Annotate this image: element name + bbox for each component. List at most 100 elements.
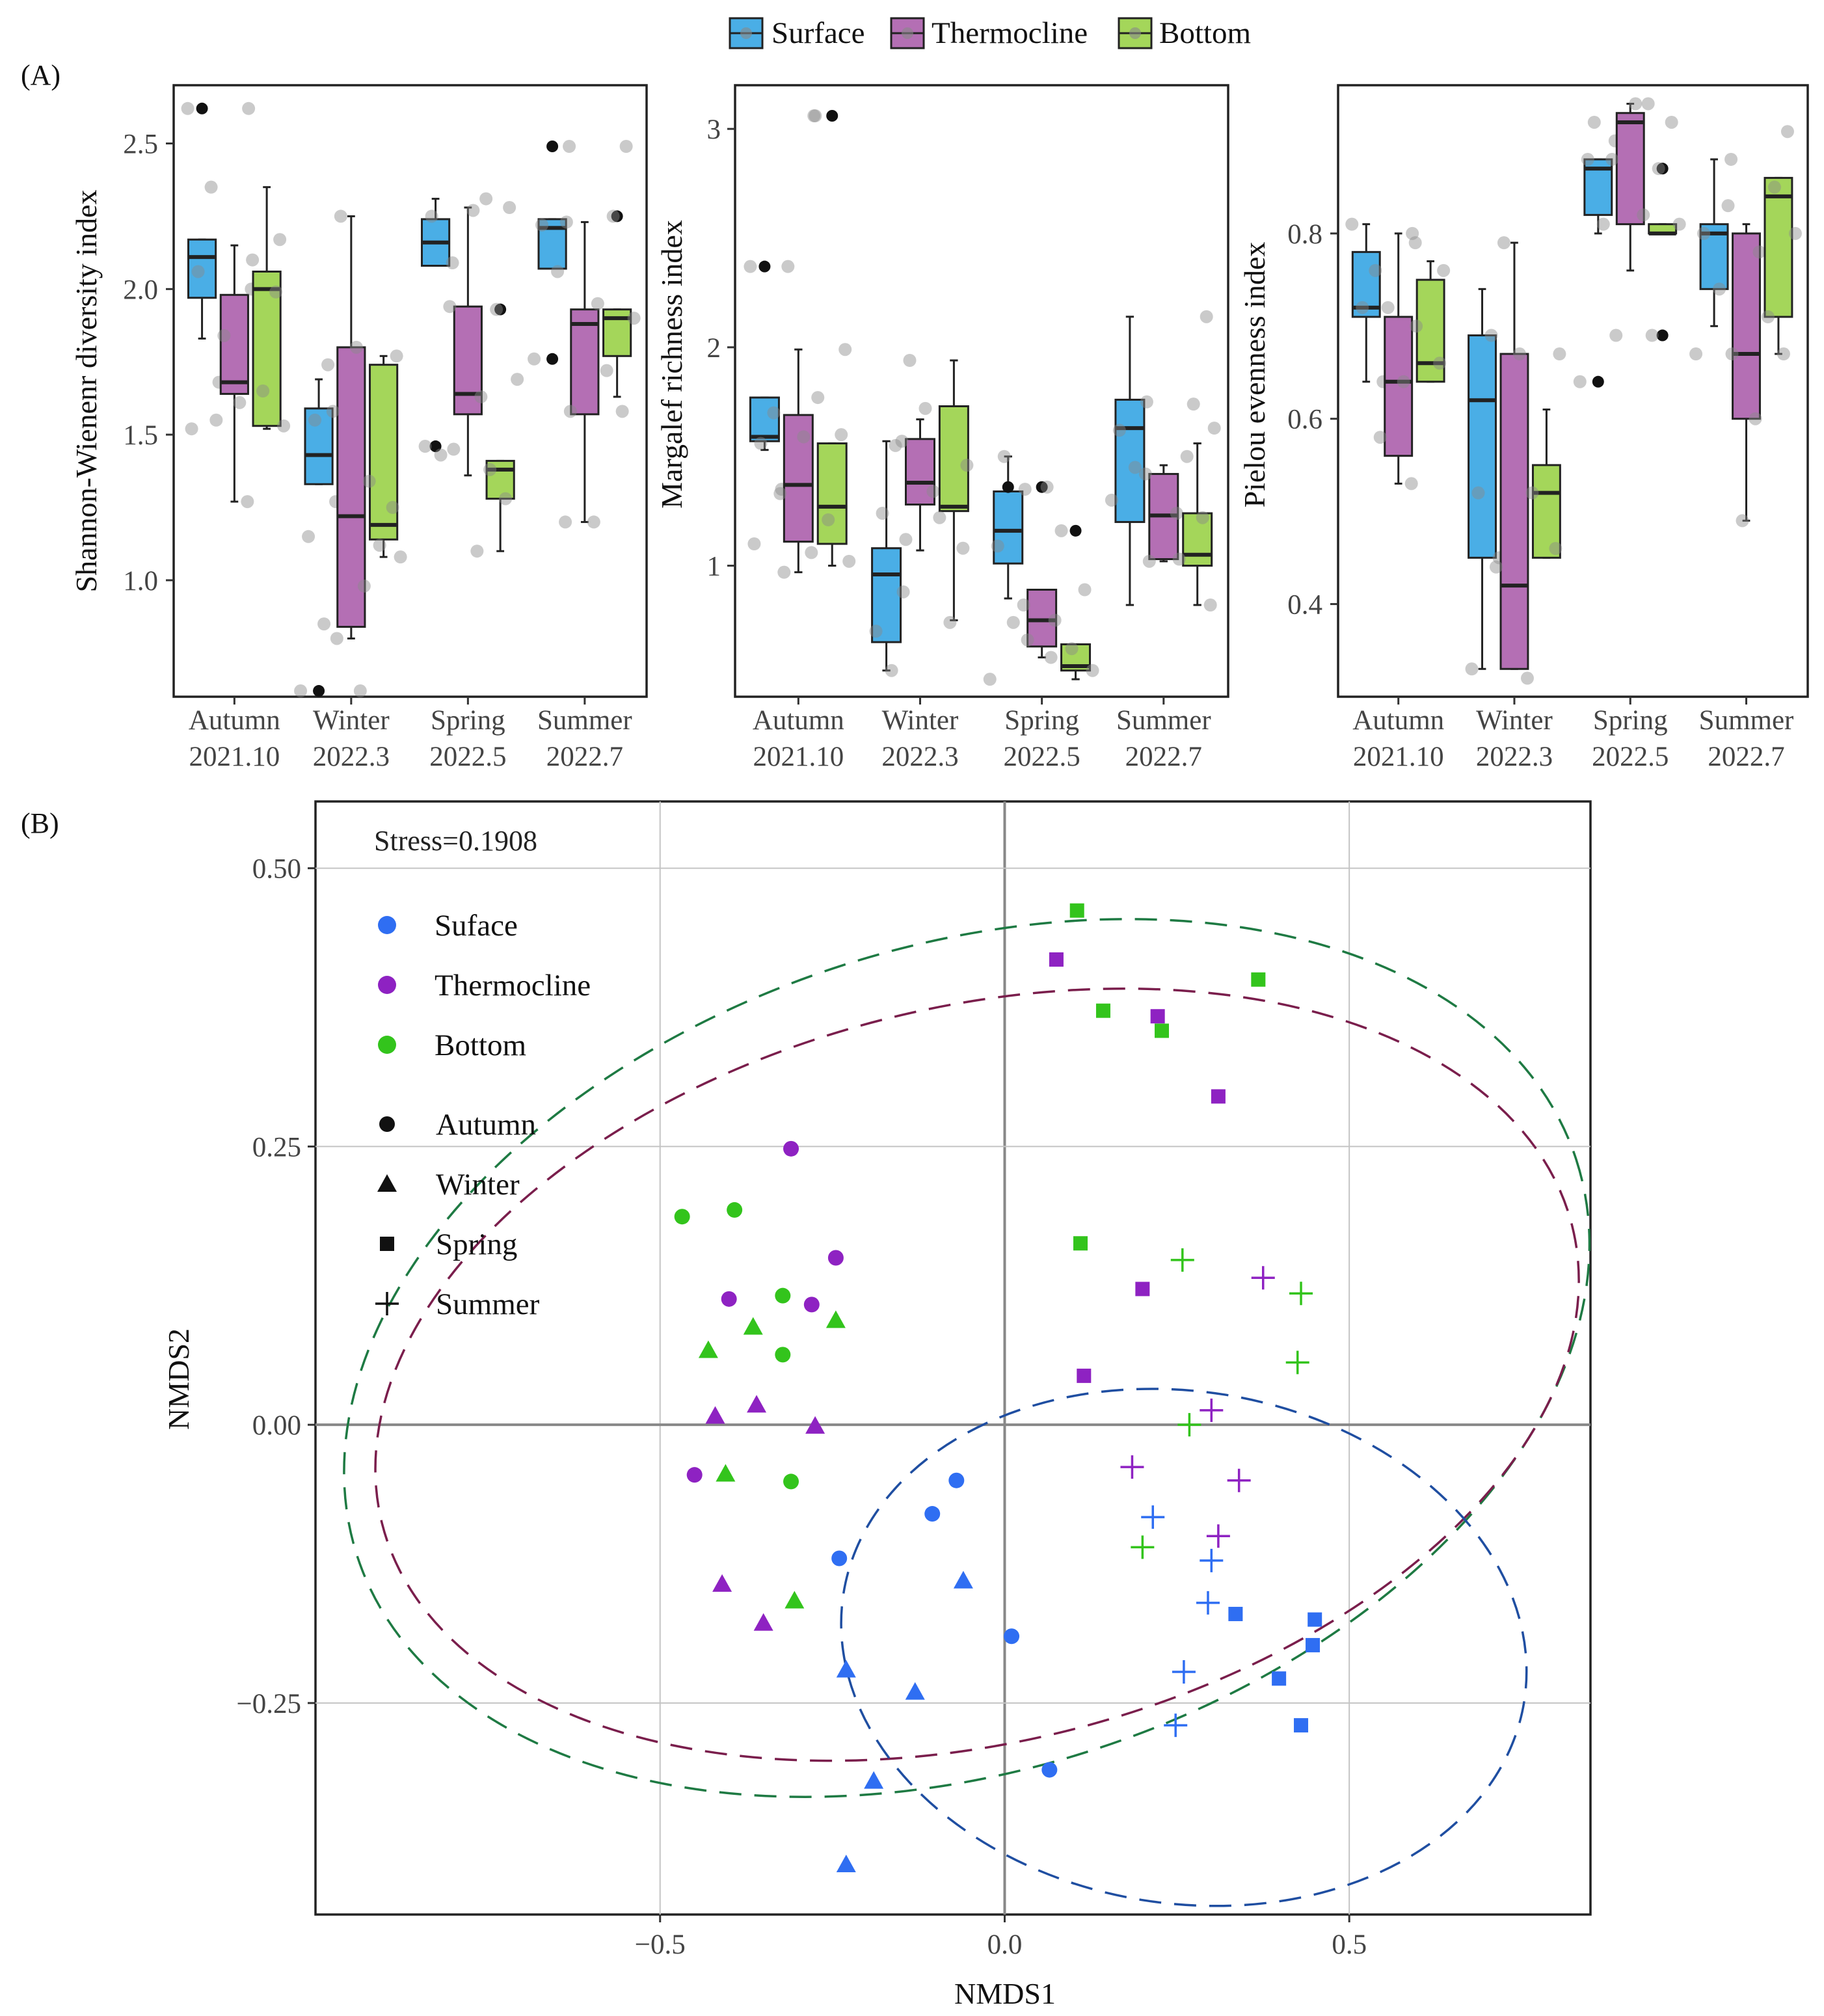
shannon-data-point: [317, 617, 331, 631]
pielou-box-bottom: [1764, 176, 1793, 318]
nmds-scatter: Stress=0.1908 NMDS1 NMDS2 −0.5 0.0 0.5 −0.2…: [162, 800, 1592, 2010]
shannon-data-point: [362, 474, 376, 488]
nmds-point-thermocline-spring: [1049, 952, 1064, 967]
nmds-point-surface-winter: [953, 1570, 973, 1589]
pielou-data-point: [1465, 662, 1479, 676]
shannon-xtick-date: 2021.10: [189, 742, 280, 772]
pielou-box-thermocline: [1499, 353, 1529, 670]
shannon-y-axis-label: Shannon-Wienenr diversity index: [70, 189, 103, 592]
nmds-legend-key-thermocline: [378, 976, 396, 994]
pielou-outlier-bottom: [1656, 163, 1669, 175]
nmds-ytick-label: 0.25: [252, 1132, 301, 1163]
shannon-data-point: [353, 684, 367, 698]
shannon-xtick-season: Summer: [537, 705, 632, 736]
shannon-data-point: [483, 463, 497, 476]
nmds-ellipse-thermocline: [374, 987, 1580, 1762]
pielou-data-point: [1689, 347, 1703, 361]
nmds-point-bottom-winter: [716, 1464, 736, 1482]
margalef-outlier-bottom: [1069, 524, 1082, 537]
margalef-outlier-surface: [1002, 481, 1014, 493]
shannon-box-thermocline: [219, 293, 249, 395]
shannon-data-point: [418, 440, 432, 453]
nmds-ytick-label: 0.00: [252, 1410, 301, 1441]
margalef-xtick-season: Spring: [1004, 705, 1079, 736]
pielou-box-bottom: [1531, 464, 1561, 559]
shannon-data-point: [528, 352, 541, 366]
shannon-data-point: [269, 285, 283, 299]
nmds-point-bottom-autumn: [783, 1473, 799, 1490]
pielou-data-point: [1672, 217, 1686, 231]
nmds-point-surface-autumn: [1041, 1762, 1058, 1778]
shannon-data-point: [551, 265, 565, 278]
shannon-data-point: [600, 364, 613, 377]
shannon-box-thermocline: [336, 346, 366, 628]
shannon-data-point: [425, 209, 438, 223]
shannon-data-point: [241, 495, 254, 509]
pielou-data-point: [1780, 125, 1794, 139]
pielou-data-point: [1512, 347, 1526, 361]
shannon-data-point: [246, 253, 260, 267]
nmds-legend-key-autumn: [379, 1116, 395, 1132]
nmds-point-bottom-winter: [698, 1340, 718, 1358]
pielou-xtick-date: 2022.3: [1476, 742, 1553, 772]
nmds-point-thermocline-spring: [1211, 1089, 1226, 1104]
margalef-ytick-label: 1: [707, 552, 721, 582]
nmds-point-bottom-autumn: [775, 1287, 791, 1304]
shannon-data-point: [357, 579, 371, 593]
margalef-data-point: [1128, 461, 1142, 474]
shannon-data-point: [559, 215, 573, 229]
shannon-outlier-surface: [546, 141, 559, 152]
nmds-point-bottom-summer: [1285, 1351, 1309, 1375]
margalef-data-point: [842, 554, 856, 568]
nmds-xtick-label: −0.5: [635, 1929, 686, 1960]
pielou-xtick-season: Winter: [1476, 705, 1553, 736]
nmds-point-thermocline-winter: [747, 1395, 767, 1413]
shannon-data-point: [619, 140, 633, 153]
shannon-data-point: [606, 209, 620, 223]
pielou-box-thermocline: [1384, 316, 1414, 457]
legend-item-thermocline: Thermocline: [890, 16, 1088, 50]
pielou-data-point: [1497, 236, 1510, 250]
margalef-data-point: [797, 430, 811, 444]
margalef-data-point: [1086, 664, 1099, 677]
shannon-data-point: [302, 530, 315, 543]
shannon-data-point: [474, 390, 488, 403]
nmds-point-bottom-spring: [1073, 1236, 1088, 1251]
shannon-xtick-season: Spring: [431, 705, 505, 736]
margalef-data-point: [933, 511, 946, 524]
nmds-point-thermocline-winter: [753, 1613, 773, 1631]
margalef-data-point: [822, 513, 835, 527]
margalef-data-point: [991, 539, 1004, 553]
margalef-data-point: [903, 354, 917, 367]
shannon-data-point: [587, 515, 600, 529]
nmds-point-surface-winter: [864, 1771, 884, 1789]
shannon-plot-frame: [172, 84, 648, 698]
pielou-data-point: [1471, 486, 1485, 500]
shannon-box-bottom: [485, 459, 515, 500]
nmds-point-bottom-winter: [743, 1317, 763, 1335]
shannon-data-point: [349, 340, 363, 354]
margalef-data-point: [767, 406, 781, 420]
shannon-box-bottom: [369, 364, 399, 541]
margalef-data-point: [773, 487, 787, 500]
shannon-data-point: [470, 544, 484, 558]
pielou-data-point: [1437, 263, 1451, 277]
nmds-plot-frame: [314, 800, 1592, 1916]
shannon-data-point: [294, 684, 308, 698]
shannon-xtick-date: 2022.3: [313, 742, 390, 772]
nmds-legend-key-summer: [375, 1292, 399, 1315]
pielou-data-point: [1736, 514, 1749, 528]
shannon-data-point: [277, 419, 291, 433]
nmds-point-surface-autumn: [831, 1550, 848, 1566]
margalef-data-point: [983, 673, 997, 686]
pielou-xtick-season: Autumn: [1352, 705, 1444, 736]
pielou-data-point: [1629, 97, 1643, 111]
shannon-outlier-surface: [546, 353, 559, 365]
shannon-ytick-label: 2.5: [123, 129, 158, 160]
nmds-point-surface-summer: [1164, 1714, 1188, 1738]
nmds-point-thermocline-summer: [1200, 1398, 1224, 1422]
nmds-point-bottom-autumn: [775, 1347, 791, 1363]
nmds-point-surface-spring: [1272, 1671, 1287, 1686]
shannon-data-point: [326, 405, 340, 418]
